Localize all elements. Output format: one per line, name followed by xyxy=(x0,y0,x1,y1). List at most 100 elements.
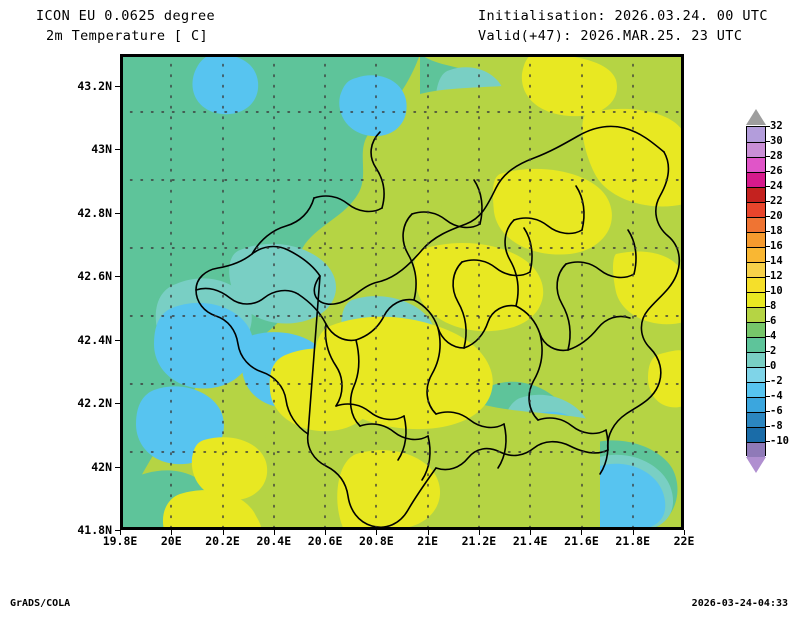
colorbar-tick xyxy=(766,261,770,262)
colorbar-divider xyxy=(747,187,765,188)
colorbar-segment xyxy=(747,367,765,382)
colorbar-segment xyxy=(747,247,765,262)
colorbar-tick-label: 20 xyxy=(770,210,783,222)
y-axis-tick-label: 42N xyxy=(91,459,112,474)
colorbar-tick xyxy=(766,246,770,247)
colorbar-tick-label: 0 xyxy=(770,360,777,372)
colorbar-divider xyxy=(747,307,765,308)
x-axis-tick-label: 20E xyxy=(160,534,182,548)
colorbar-segment xyxy=(747,277,765,292)
y-axis-tick-label: 42.8N xyxy=(77,205,112,220)
colorbar-segment xyxy=(747,172,765,187)
x-axis-tick xyxy=(120,530,121,535)
colorbar-tick xyxy=(766,186,770,187)
colorbar-segment xyxy=(747,127,765,142)
x-axis-tick-label: 19.8E xyxy=(102,534,138,548)
x-axis-tick-label: 21.6E xyxy=(564,534,599,548)
colorbar-divider xyxy=(747,352,765,353)
y-axis-tick xyxy=(115,212,120,214)
y-axis-tick xyxy=(115,85,120,87)
colorbar-tick xyxy=(766,411,770,412)
colorbar-tick xyxy=(766,381,770,382)
colorbar-divider xyxy=(747,247,765,248)
colorbar-tick xyxy=(766,141,770,142)
colorbar-divider xyxy=(747,427,765,428)
colorbar-divider xyxy=(747,442,765,443)
colorbar-tick xyxy=(766,276,770,277)
colorbar-tick-label: 18 xyxy=(770,225,783,237)
colorbar-segment xyxy=(747,307,765,322)
x-axis-tick-label: 21.4E xyxy=(512,534,548,548)
colorbar-tick xyxy=(766,126,770,127)
x-axis-tick-label: 20.6E xyxy=(307,534,343,548)
y-axis-tick xyxy=(115,276,120,278)
colorbar-tick xyxy=(766,171,770,172)
colorbar-divider xyxy=(747,157,765,158)
colorbar-segment xyxy=(747,142,765,157)
x-axis-tick xyxy=(478,530,480,535)
colorbar-tick xyxy=(766,306,770,307)
x-axis-tick xyxy=(376,530,378,535)
x-axis-tick xyxy=(325,530,327,535)
colorbar-tick-label: 22 xyxy=(770,195,783,207)
colorbar-box xyxy=(746,126,766,457)
colorbar-divider xyxy=(747,412,765,413)
colorbar-divider xyxy=(747,337,765,338)
x-axis-tick-label: 22E xyxy=(673,534,695,548)
x-axis-tick xyxy=(684,530,685,535)
colorbar-tick-label: 4 xyxy=(770,330,777,342)
colorbar-segment xyxy=(747,427,765,442)
x-axis-tick xyxy=(632,530,634,535)
colorbar-segment xyxy=(747,337,765,352)
colorbar-divider xyxy=(747,262,765,263)
colorbar-tick-label: 24 xyxy=(770,180,783,192)
x-axis-tick-label: 21.8E xyxy=(615,534,651,548)
colorbar-divider xyxy=(747,172,765,173)
y-axis-tick-label: 42.4N xyxy=(77,332,112,347)
colorbar-tick xyxy=(766,351,770,352)
colorbar-segment xyxy=(747,157,765,172)
x-axis-tick xyxy=(222,530,224,535)
colorbar-segment xyxy=(747,232,765,247)
colorbar-divider xyxy=(747,142,765,143)
valid-time-label: Valid(+47): 2026.MAR.25. 23 UTC xyxy=(478,28,743,44)
colorbar-divider xyxy=(747,202,765,203)
colorbar-tick xyxy=(766,291,770,292)
x-axis-tick xyxy=(273,530,275,535)
colorbar-tick xyxy=(766,201,770,202)
x-axis-tick-label: 21E xyxy=(417,534,439,548)
colorbar-tick-label: 26 xyxy=(770,165,783,177)
colorbar-tick-label: 8 xyxy=(770,300,777,312)
colorbar-tick-label: 16 xyxy=(770,240,783,252)
colorbar-tick-label: 10 xyxy=(770,285,783,297)
y-axis-tick-label: 42.2N xyxy=(77,396,112,411)
colorbar-segment xyxy=(747,202,765,217)
colorbar-tick xyxy=(766,216,770,217)
colorbar-tick-label: 30 xyxy=(770,135,783,147)
colorbar-segment xyxy=(747,442,765,457)
colorbar-tick-label: 12 xyxy=(770,270,783,282)
colorbar-tick-label: -10 xyxy=(770,435,789,447)
colorbar-segment xyxy=(747,262,765,277)
x-axis-tick-label: 20.4E xyxy=(256,534,292,548)
colorbar-tick-label: 28 xyxy=(770,150,783,162)
colorbar-tick-label: 2 xyxy=(770,345,777,357)
colorbar-tick-label: -4 xyxy=(770,390,783,402)
colorbar-tick xyxy=(766,156,770,157)
colorbar-tick-label: 14 xyxy=(770,255,783,267)
x-axis-tick-label: 20.8E xyxy=(359,534,394,548)
colorbar-divider xyxy=(747,217,765,218)
initialisation-label: Initialisation: 2026.03.24. 00 UTC xyxy=(478,8,768,24)
y-axis-tick-label: 41.8N xyxy=(77,523,112,537)
colorbar-tick xyxy=(766,396,770,397)
producer-label: GrADS/COLA xyxy=(10,598,71,609)
colorbar-cap-high-icon xyxy=(746,109,766,125)
map-plot-area xyxy=(120,54,684,530)
colorbar-tick xyxy=(766,336,770,337)
colorbar-divider xyxy=(747,382,765,383)
colorbar-segment xyxy=(747,187,765,202)
x-axis-tick xyxy=(530,530,532,535)
y-axis-tick xyxy=(115,466,120,468)
colorbar-tick xyxy=(766,321,770,322)
y-axis-tick xyxy=(115,339,120,341)
